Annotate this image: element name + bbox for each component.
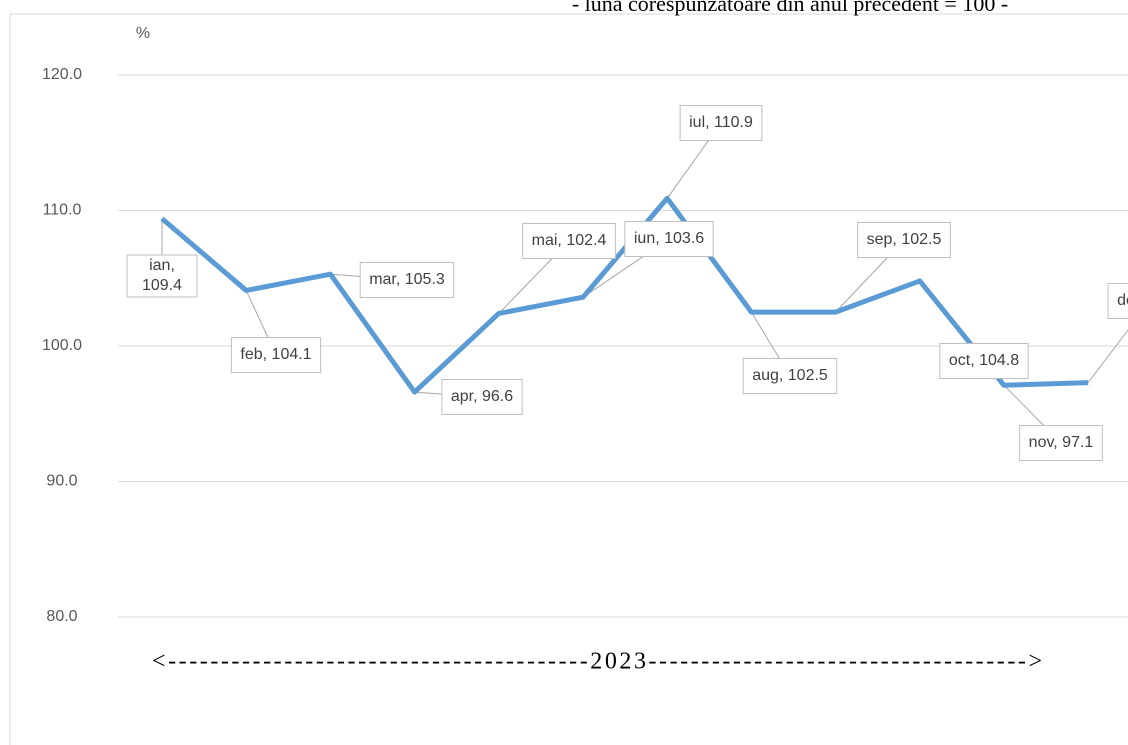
y-tick-label: 90.0 (46, 473, 77, 490)
y-axis-unit: % (136, 25, 150, 42)
data-label-box (1107, 283, 1128, 319)
data-label: dec, 97.3 (1117, 292, 1128, 309)
data-label: ian, 109.4 (142, 257, 182, 294)
data-label-box (522, 223, 616, 259)
data-label-box (857, 222, 951, 258)
data-label: nov, 97.1 (1029, 434, 1094, 451)
chart-title: - luna corespunzătoare din anul preceden… (572, 0, 1008, 16)
data-label: iul, 110.9 (689, 114, 753, 131)
data-label-box (742, 358, 838, 394)
y-tick-label: 110.0 (43, 202, 82, 219)
data-label-box (126, 254, 198, 298)
data-label: iun, 103.6 (634, 230, 704, 247)
data-label: aug, 102.5 (752, 367, 828, 384)
data-label-box (1019, 425, 1103, 461)
y-tick-label: 80.0 (46, 608, 77, 625)
chart-frame (9, 13, 1128, 745)
data-label-box (441, 379, 523, 415)
data-label: feb, 104.1 (240, 346, 311, 363)
y-tick-label: 120.0 (42, 66, 82, 83)
data-label-box (230, 337, 322, 373)
leader-line (1087, 329, 1128, 383)
y-tick-label: 100.0 (42, 337, 82, 354)
data-label: sep, 102.5 (867, 231, 942, 248)
data-label: mar, 105.3 (369, 271, 445, 288)
data-label-box (359, 262, 455, 298)
data-label-box (679, 105, 763, 141)
data-label-box (939, 343, 1029, 379)
data-label-box (624, 221, 714, 257)
period-annotation: <---------------------------------------… (152, 649, 1042, 675)
data-label: apr, 96.6 (451, 388, 513, 405)
data-label: oct, 104.8 (949, 352, 1019, 369)
data-label: mai, 102.4 (532, 232, 607, 249)
